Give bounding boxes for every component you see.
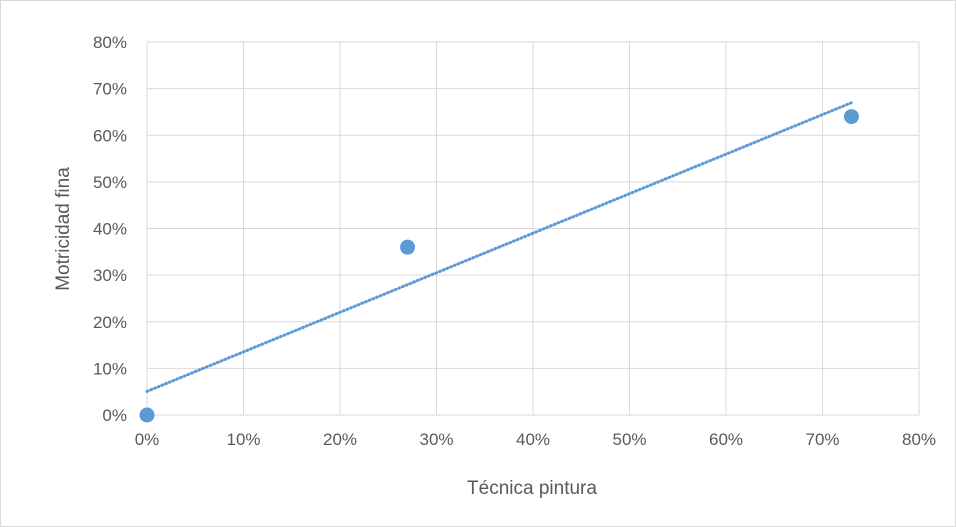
y-tick-label: 0% — [102, 406, 127, 425]
y-tick-label: 70% — [93, 80, 127, 99]
y-tick-label: 50% — [93, 173, 127, 192]
y-tick-labels: 0% 10% 20% 30% 40% 50% 60% 70% 80% — [93, 33, 127, 425]
y-tick-label: 40% — [93, 220, 127, 239]
x-tick-label: 30% — [419, 430, 453, 449]
y-tick-label: 80% — [93, 33, 127, 52]
x-tick-label: 10% — [226, 430, 260, 449]
y-tick-label: 20% — [93, 313, 127, 332]
trendline — [145, 101, 853, 393]
y-tick-label: 10% — [93, 359, 127, 378]
trendline-layer — [145, 101, 853, 393]
x-tick-label: 0% — [135, 430, 160, 449]
x-tick-label: 40% — [516, 430, 550, 449]
y-tick-label: 30% — [93, 266, 127, 285]
x-tick-labels: 0% 10% 20% 30% 40% 50% 60% 70% 80% — [135, 430, 936, 449]
x-axis-title: Técnica pintura — [467, 478, 597, 499]
x-tick-label: 20% — [323, 430, 357, 449]
x-tick-label: 60% — [709, 430, 743, 449]
data-point — [843, 109, 859, 125]
data-point — [139, 407, 155, 423]
y-tick-label: 60% — [93, 126, 127, 145]
data-point — [400, 239, 416, 255]
x-tick-label: 80% — [902, 430, 936, 449]
x-tick-label: 70% — [805, 430, 839, 449]
x-tick-label: 50% — [612, 430, 646, 449]
data-points — [139, 109, 859, 423]
y-axis-title: Motricidad fina — [53, 167, 74, 291]
gridlines — [146, 41, 920, 416]
